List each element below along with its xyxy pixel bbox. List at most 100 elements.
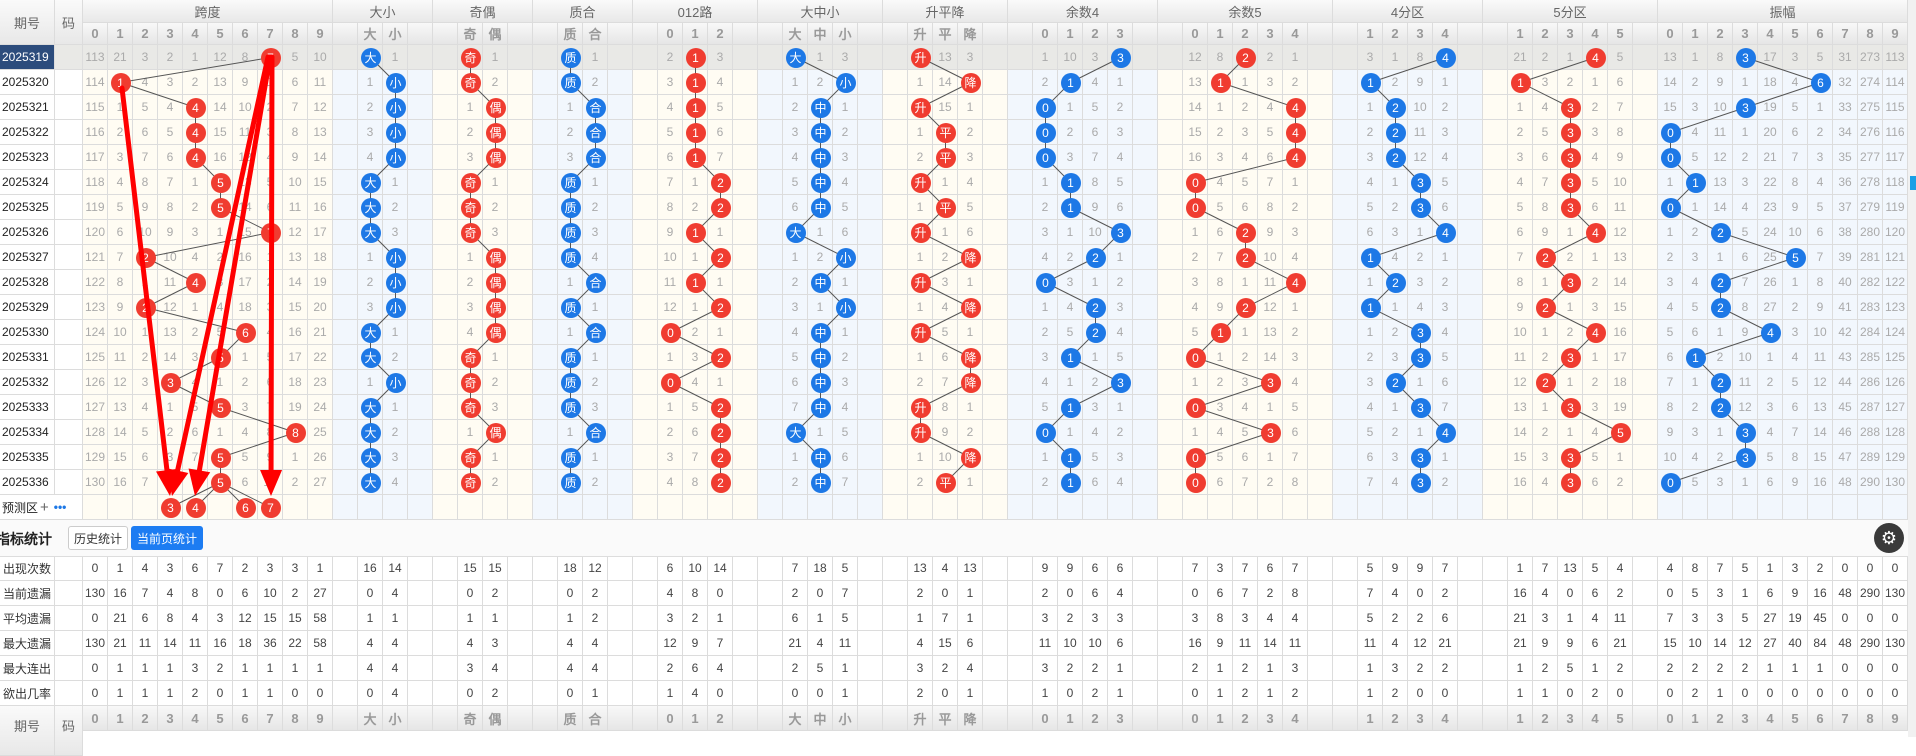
footer-col-5分区-3[interactable]: 3 (1558, 706, 1583, 731)
prediction-cell[interactable] (558, 495, 583, 520)
subheader-col-振幅-2[interactable]: 2 (1708, 23, 1733, 45)
prediction-cell[interactable] (1583, 495, 1608, 520)
footer-col-升平降-升[interactable]: 升 (908, 706, 933, 731)
prediction-cell[interactable] (208, 495, 233, 520)
prediction-cell[interactable] (1883, 495, 1908, 520)
footer-col-余数4-3[interactable]: 3 (1108, 706, 1133, 731)
footer-col-跨度-8[interactable]: 8 (283, 706, 308, 731)
prediction-cell[interactable] (733, 495, 758, 520)
issue-number-cell[interactable]: 2025332 (0, 370, 55, 395)
footer-col-4分区-2[interactable]: 2 (1383, 706, 1408, 731)
subheader-col-升平降-平[interactable]: 平 (933, 23, 958, 45)
footer-col-012路-2[interactable]: 2 (708, 706, 733, 731)
prediction-cell[interactable] (508, 495, 533, 520)
footer-col-振幅-3[interactable]: 3 (1733, 706, 1758, 731)
prediction-cell[interactable] (1858, 495, 1883, 520)
prediction-cell[interactable] (483, 495, 508, 520)
subheader-col-振幅-6[interactable]: 6 (1808, 23, 1833, 45)
code-column-footer[interactable]: 码 (55, 706, 83, 756)
prediction-cell[interactable] (583, 495, 608, 520)
subheader-col-振幅-0[interactable]: 0 (1658, 23, 1683, 45)
footer-col-跨度-7[interactable]: 7 (258, 706, 283, 731)
subheader-col-振幅-5[interactable]: 5 (1783, 23, 1808, 45)
prediction-cell[interactable] (1183, 495, 1208, 520)
prediction-cell[interactable] (1383, 495, 1408, 520)
subheader-col-振幅-1[interactable]: 1 (1683, 23, 1708, 45)
issue-number-cell[interactable]: 2025324 (0, 170, 55, 195)
subheader-col-5分区-4[interactable]: 4 (1583, 23, 1608, 45)
prediction-cell[interactable] (458, 495, 483, 520)
footer-col-振幅-0[interactable]: 0 (1658, 706, 1683, 731)
prediction-cell[interactable] (933, 495, 958, 520)
subheader-col-5分区-1[interactable]: 1 (1508, 23, 1533, 45)
history-stats-button[interactable]: 历史统计 (68, 526, 128, 550)
footer-col-大小-小[interactable]: 小 (383, 706, 408, 731)
prediction-cell[interactable] (1333, 495, 1358, 520)
issue-number-cell[interactable]: 2025336 (0, 470, 55, 495)
issue-number-cell[interactable]: 2025334 (0, 420, 55, 445)
subheader-col-012路-0[interactable]: 0 (658, 23, 683, 45)
footer-col-跨度-4[interactable]: 4 (183, 706, 208, 731)
prediction-cell[interactable] (708, 495, 733, 520)
subheader-col-奇偶-偶[interactable]: 偶 (483, 23, 508, 45)
prediction-cell[interactable] (108, 495, 133, 520)
prediction-cell[interactable] (1733, 495, 1758, 520)
footer-col-振幅-8[interactable]: 8 (1858, 706, 1883, 731)
prediction-cell[interactable] (358, 495, 383, 520)
prediction-cell[interactable] (83, 495, 108, 520)
prediction-cell[interactable] (658, 495, 683, 520)
prediction-cell[interactable] (833, 495, 858, 520)
subheader-col-大中小-大[interactable]: 大 (783, 23, 808, 45)
subheader-col-振幅-4[interactable]: 4 (1758, 23, 1783, 45)
footer-col-跨度-0[interactable]: 0 (83, 706, 108, 731)
subheader-col-大小-大[interactable]: 大 (358, 23, 383, 45)
prediction-cell[interactable] (783, 495, 808, 520)
subheader-col-跨度-4[interactable]: 4 (183, 23, 208, 45)
prediction-cell[interactable] (333, 495, 358, 520)
prediction-cell[interactable] (1483, 495, 1508, 520)
footer-col-大中小-小[interactable]: 小 (833, 706, 858, 731)
plus-icon[interactable]: + (40, 498, 49, 516)
issue-number-cell[interactable]: 2025335 (0, 445, 55, 470)
scrollbar-marker[interactable] (1910, 176, 1916, 190)
issue-number-cell[interactable]: 2025320 (0, 70, 55, 95)
footer-col-跨度-6[interactable]: 6 (233, 706, 258, 731)
prediction-cell[interactable] (983, 495, 1008, 520)
footer-col-大中小-大[interactable]: 大 (783, 706, 808, 731)
footer-col-振幅-1[interactable]: 1 (1683, 706, 1708, 731)
footer-col-跨度-2[interactable]: 2 (133, 706, 158, 731)
prediction-cell[interactable] (433, 495, 458, 520)
issue-number-cell[interactable]: 2025319 (0, 45, 55, 70)
subheader-col-跨度-8[interactable]: 8 (283, 23, 308, 45)
issue-column-header[interactable]: 期号 (0, 0, 55, 45)
issue-number-cell[interactable]: 2025328 (0, 270, 55, 295)
prediction-cell[interactable] (958, 495, 983, 520)
footer-col-4分区-4[interactable]: 4 (1433, 706, 1458, 731)
footer-col-振幅-9[interactable]: 9 (1883, 706, 1908, 731)
footer-col-4分区-1[interactable]: 1 (1358, 706, 1383, 731)
prediction-cell[interactable] (1708, 495, 1733, 520)
footer-col-余数4-0[interactable]: 0 (1033, 706, 1058, 731)
subheader-col-升平降-升[interactable]: 升 (908, 23, 933, 45)
issue-number-cell[interactable]: 2025329 (0, 295, 55, 320)
footer-col-跨度-3[interactable]: 3 (158, 706, 183, 731)
subheader-col-余数4-2[interactable]: 2 (1083, 23, 1108, 45)
footer-col-5分区-1[interactable]: 1 (1508, 706, 1533, 731)
prediction-cell[interactable] (758, 495, 783, 520)
current-page-stats-button[interactable]: 当前页统计 (131, 526, 203, 550)
footer-col-跨度-9[interactable]: 9 (308, 706, 333, 731)
subheader-col-跨度-0[interactable]: 0 (83, 23, 108, 45)
vertical-scrollbar[interactable] (1908, 0, 1916, 737)
footer-col-升平降-平[interactable]: 平 (933, 706, 958, 731)
footer-col-5分区-5[interactable]: 5 (1608, 706, 1633, 731)
footer-col-奇偶-偶[interactable]: 偶 (483, 706, 508, 731)
footer-col-质合-质[interactable]: 质 (558, 706, 583, 731)
prediction-cell[interactable] (1033, 495, 1058, 520)
subheader-col-振幅-7[interactable]: 7 (1833, 23, 1858, 45)
prediction-cell[interactable] (1433, 495, 1458, 520)
prediction-cell[interactable] (1158, 495, 1183, 520)
issue-column-footer[interactable]: 期号 (0, 706, 55, 756)
footer-col-余数4-1[interactable]: 1 (1058, 706, 1083, 731)
prediction-cell[interactable] (1783, 495, 1808, 520)
subheader-col-跨度-7[interactable]: 7 (258, 23, 283, 45)
